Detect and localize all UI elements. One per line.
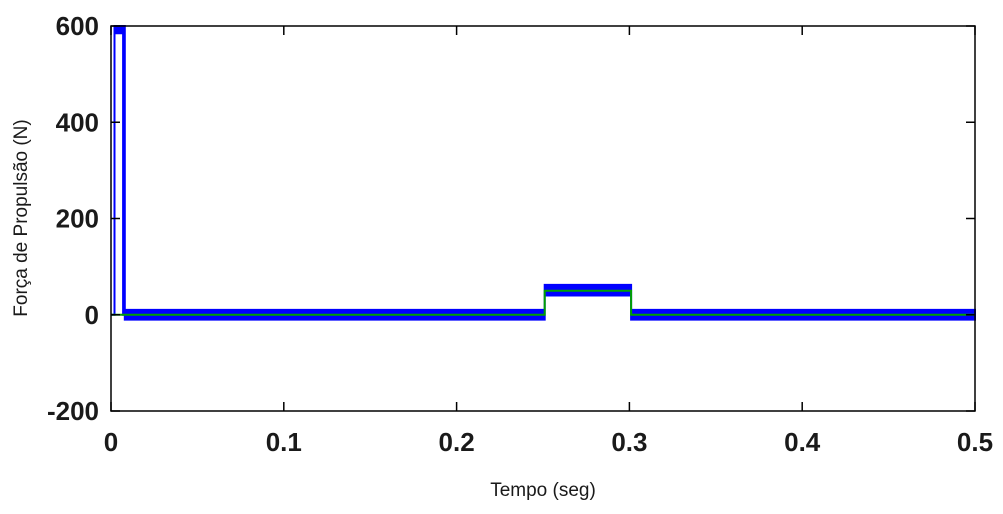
- x-tick-label: 0.3: [611, 427, 647, 457]
- x-tick-label: 0.4: [784, 427, 821, 457]
- x-tick-label: 0: [104, 427, 118, 457]
- y-tick-label: 0: [85, 300, 99, 330]
- series-1-line: [111, 289, 975, 316]
- x-tick-label: 0.1: [266, 427, 302, 457]
- y-tick-label: 600: [56, 11, 99, 41]
- y-axis-title: Força de Propulsão (N): [11, 119, 32, 316]
- x-axis-title: Tempo (seg): [490, 480, 596, 501]
- y-tick-label: -200: [47, 396, 99, 426]
- plot-background: [111, 26, 975, 411]
- x-tick-label: 0.2: [439, 427, 475, 457]
- x-tick-label: 0.5: [957, 427, 993, 457]
- y-tick-label: 400: [56, 107, 99, 137]
- y-tick-label: 200: [56, 204, 99, 234]
